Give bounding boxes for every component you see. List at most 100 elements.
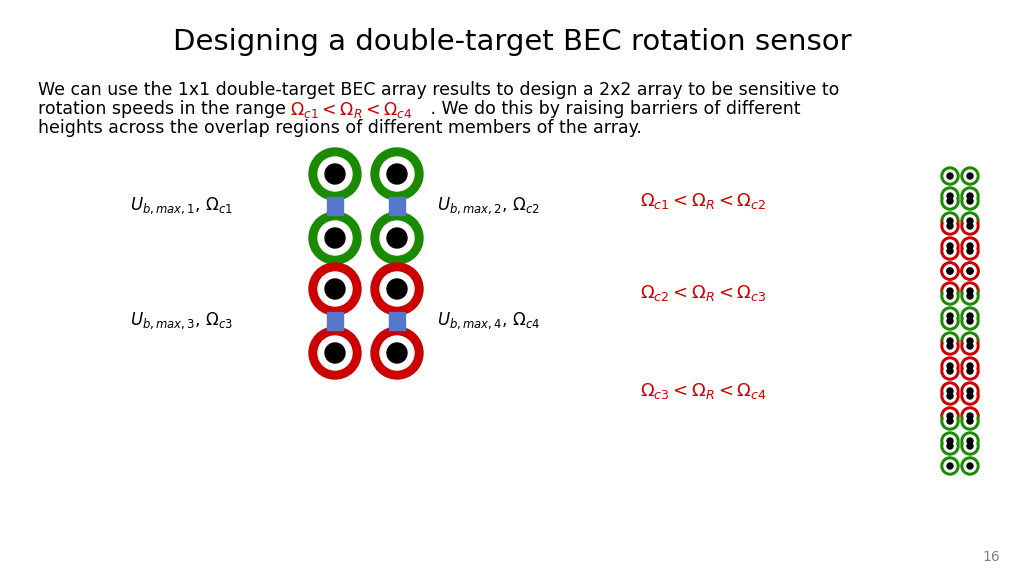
Circle shape <box>961 437 979 455</box>
Text: $U_{b,max,2}$, $\Omega_{c2}$: $U_{b,max,2}$, $\Omega_{c2}$ <box>437 196 540 217</box>
Circle shape <box>941 282 959 300</box>
Circle shape <box>944 195 956 207</box>
Circle shape <box>967 443 973 449</box>
FancyBboxPatch shape <box>327 197 343 215</box>
Circle shape <box>964 460 976 472</box>
Circle shape <box>941 187 959 205</box>
Circle shape <box>961 287 979 305</box>
Circle shape <box>944 215 956 227</box>
Circle shape <box>961 262 979 280</box>
Circle shape <box>964 435 976 447</box>
Circle shape <box>944 435 956 447</box>
Circle shape <box>967 198 973 204</box>
Text: $\Omega_{c1} < \Omega_R < \Omega_{c4}$: $\Omega_{c1} < \Omega_R < \Omega_{c4}$ <box>290 100 413 120</box>
Circle shape <box>941 407 959 425</box>
Circle shape <box>964 315 976 327</box>
Circle shape <box>309 327 361 379</box>
Circle shape <box>967 193 973 199</box>
Circle shape <box>961 187 979 205</box>
Circle shape <box>371 263 423 315</box>
Text: $U_{b,max,3}$, $\Omega_{c3}$: $U_{b,max,3}$, $\Omega_{c3}$ <box>130 310 233 331</box>
Circle shape <box>947 268 953 274</box>
Circle shape <box>961 167 979 185</box>
Circle shape <box>947 198 953 204</box>
Circle shape <box>961 312 979 330</box>
Circle shape <box>941 412 959 430</box>
Circle shape <box>967 393 973 399</box>
FancyBboxPatch shape <box>327 312 343 330</box>
Circle shape <box>947 223 953 229</box>
Circle shape <box>941 382 959 400</box>
Circle shape <box>325 279 345 299</box>
Circle shape <box>941 212 959 230</box>
Circle shape <box>941 387 959 405</box>
Circle shape <box>964 365 976 377</box>
Circle shape <box>947 268 953 274</box>
Circle shape <box>961 332 979 350</box>
Circle shape <box>944 315 956 327</box>
Circle shape <box>941 332 959 350</box>
Circle shape <box>964 265 976 277</box>
Circle shape <box>967 268 973 274</box>
Circle shape <box>947 288 953 294</box>
Circle shape <box>964 410 976 422</box>
Circle shape <box>947 243 953 249</box>
Circle shape <box>371 327 423 379</box>
Circle shape <box>944 190 956 202</box>
Circle shape <box>309 263 361 315</box>
Circle shape <box>961 337 979 355</box>
Circle shape <box>961 412 979 430</box>
Circle shape <box>941 307 959 325</box>
Circle shape <box>967 388 973 394</box>
Circle shape <box>947 368 953 374</box>
Circle shape <box>964 385 976 397</box>
Circle shape <box>964 390 976 402</box>
Circle shape <box>967 418 973 424</box>
Circle shape <box>964 190 976 202</box>
Text: heights across the overlap regions of different members of the array.: heights across the overlap regions of di… <box>38 119 642 137</box>
Circle shape <box>967 338 973 344</box>
Circle shape <box>961 457 979 475</box>
Circle shape <box>947 248 953 254</box>
Circle shape <box>941 312 959 330</box>
Circle shape <box>947 443 953 449</box>
Circle shape <box>941 192 959 210</box>
Circle shape <box>941 362 959 380</box>
Circle shape <box>387 228 407 248</box>
Circle shape <box>964 285 976 297</box>
Circle shape <box>371 148 423 200</box>
Circle shape <box>387 279 407 299</box>
Circle shape <box>944 385 956 397</box>
Circle shape <box>947 438 953 444</box>
Circle shape <box>967 318 973 324</box>
Circle shape <box>961 237 979 255</box>
Circle shape <box>944 365 956 377</box>
Circle shape <box>944 170 956 182</box>
Circle shape <box>947 293 953 299</box>
Circle shape <box>944 310 956 322</box>
Text: 16: 16 <box>982 550 1000 564</box>
Circle shape <box>944 415 956 427</box>
Circle shape <box>941 262 959 280</box>
Circle shape <box>967 293 973 299</box>
Circle shape <box>947 393 953 399</box>
Circle shape <box>944 335 956 347</box>
Circle shape <box>961 262 979 280</box>
Circle shape <box>967 288 973 294</box>
Circle shape <box>967 438 973 444</box>
Circle shape <box>961 282 979 300</box>
Circle shape <box>967 248 973 254</box>
Circle shape <box>967 268 973 274</box>
Circle shape <box>961 387 979 405</box>
Circle shape <box>961 407 979 425</box>
Circle shape <box>941 437 959 455</box>
Circle shape <box>967 313 973 319</box>
Circle shape <box>964 215 976 227</box>
Circle shape <box>387 343 407 363</box>
Circle shape <box>944 290 956 302</box>
Circle shape <box>964 440 976 452</box>
Circle shape <box>380 221 414 255</box>
Circle shape <box>325 164 345 184</box>
Circle shape <box>967 413 973 419</box>
FancyBboxPatch shape <box>389 312 406 330</box>
